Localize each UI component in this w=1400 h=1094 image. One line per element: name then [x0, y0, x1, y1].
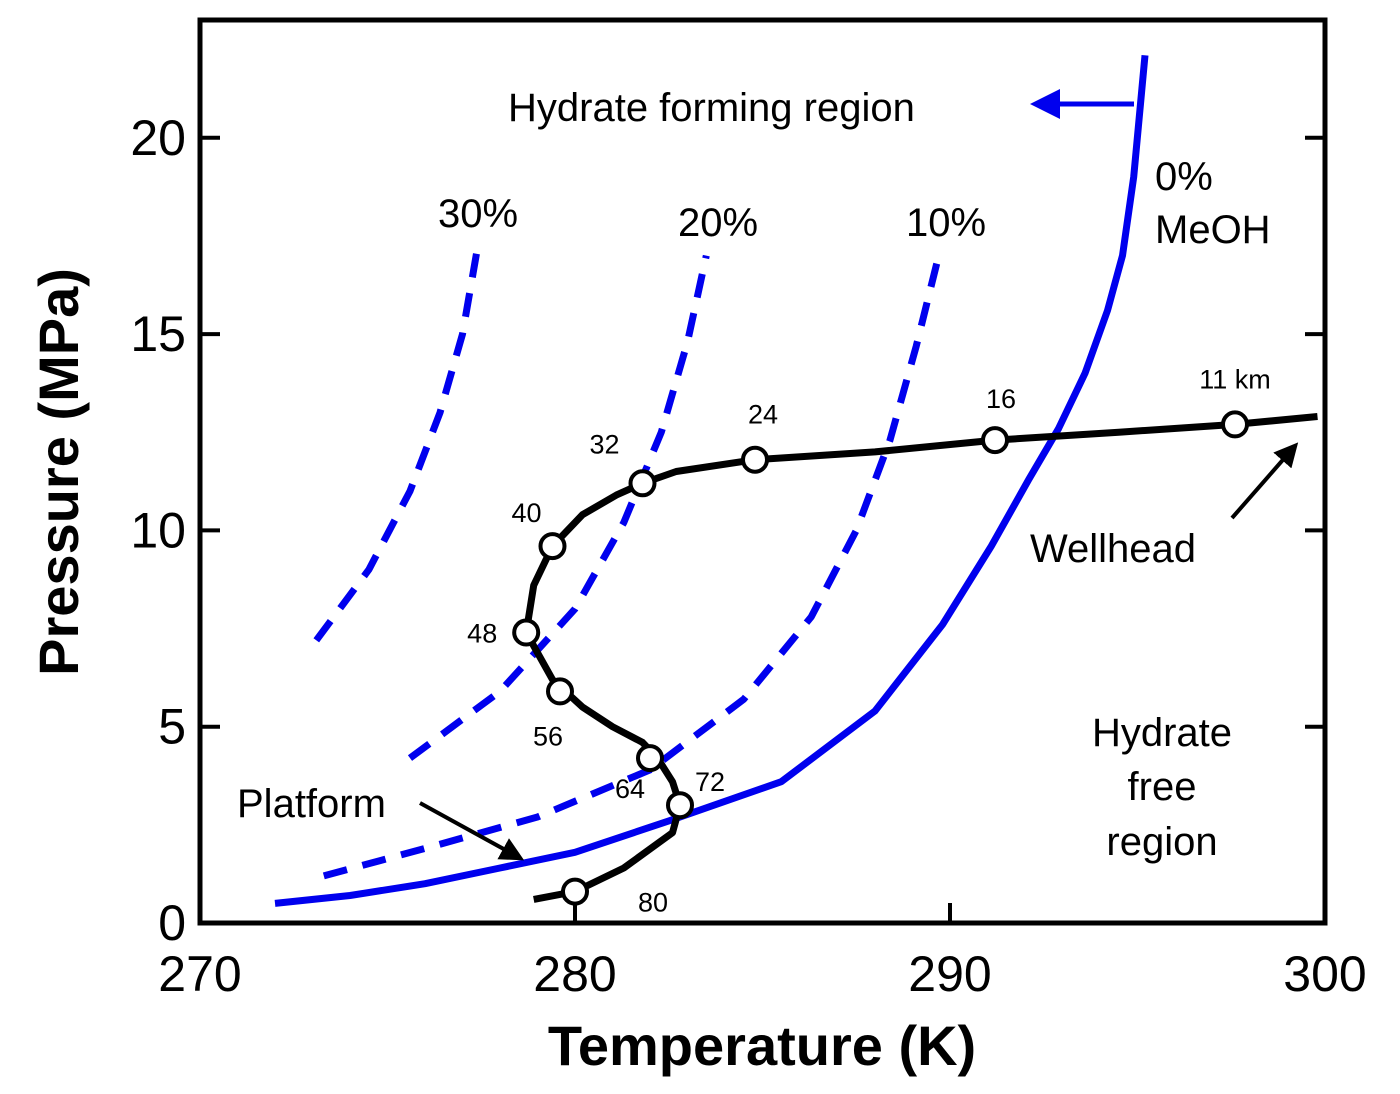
profile-marker-label-16: 16 [986, 384, 1016, 414]
y-tick-label-5: 5 [158, 699, 186, 755]
hydrate-forming-label: Hydrate forming region [508, 86, 915, 130]
profile-marker-40 [538, 532, 567, 561]
ticks-layer: 270 280 290 300 0 5 10 15 20 [130, 110, 1366, 1002]
y-tick-label-15: 15 [130, 306, 186, 362]
profile-marker-label-64: 64 [615, 774, 645, 804]
profile-marker-label-72: 72 [695, 767, 725, 797]
hydrate-free-label-line3: region [1106, 820, 1217, 864]
hydrate-free-label-line2: free [1128, 765, 1197, 809]
profile-marker-16 [981, 426, 1009, 455]
y-axis-title: Pressure (MPa) [27, 268, 90, 676]
x-axis-title: Temperature (K) [548, 1014, 976, 1077]
platform-arrow [419, 801, 525, 861]
wellhead-label: Wellhead [1030, 527, 1196, 571]
platform-label: Platform [237, 782, 386, 826]
y-tick-label-20: 20 [130, 110, 186, 166]
series-line-0pct-meoh [274, 54, 1149, 907]
plot-frame [197, 17, 1328, 926]
profile-marker-label-40: 40 [511, 498, 541, 528]
meoh-20-label: 20% [678, 201, 758, 245]
profile-marker-56 [546, 677, 574, 706]
profile-marker-label-24: 24 [748, 400, 778, 430]
series-line-30pct [313, 247, 481, 643]
x-tick-label-270: 270 [158, 946, 241, 1002]
profile-marker-48 [512, 618, 541, 647]
y-tick-label-0: 0 [158, 895, 186, 951]
hydrate-free-label-line1: Hydrate [1092, 711, 1232, 755]
x-tick-label-300: 300 [1283, 946, 1366, 1002]
profile-marker-64 [636, 744, 664, 773]
wellhead-arrow [1230, 442, 1299, 520]
profile-marker-label-56: 56 [533, 721, 563, 751]
profile-marker-label-48: 48 [467, 619, 497, 649]
series-line-20pct [407, 254, 710, 761]
profile-marker-label-11-km: 11 km [1199, 364, 1271, 394]
series-line-10pct [322, 254, 943, 880]
meoh-0-label-line1: 0% [1155, 155, 1213, 199]
meoh-0-label-line2: MeOH [1155, 208, 1271, 252]
x-tick-label-280: 280 [533, 946, 616, 1002]
profile-marker-11-km [1221, 410, 1249, 439]
profile-marker-32 [628, 469, 657, 498]
y-tick-label-10: 10 [130, 502, 186, 558]
x-tick-label-290: 290 [908, 946, 991, 1002]
meoh-30-label: 30% [438, 192, 518, 236]
profile-marker-72 [666, 791, 694, 820]
profile-marker-label-32: 32 [589, 429, 619, 459]
profile-marker-label-80: 80 [638, 888, 668, 918]
profile-marker-80 [561, 877, 589, 906]
meoh-10-label: 10% [906, 201, 986, 245]
profile-marker-24 [741, 445, 769, 474]
